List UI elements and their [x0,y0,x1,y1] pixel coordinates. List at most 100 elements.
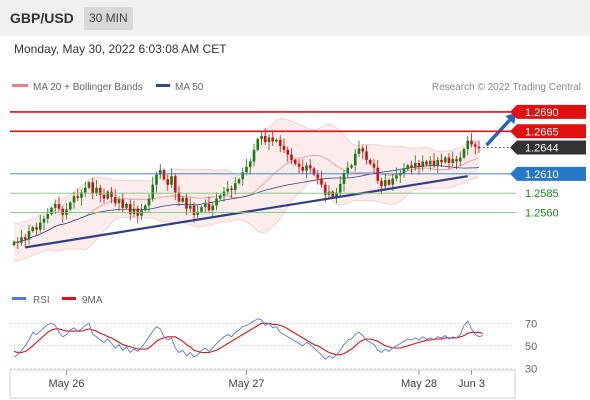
candle [428,156,432,171]
candle [353,149,357,172]
timeframe-badge[interactable]: 30 MIN [84,7,133,30]
candle [410,160,413,174]
candle [121,193,125,213]
candle [80,189,83,206]
header-bar: GBP/USD 30 MIN [0,0,590,36]
candle [421,155,425,172]
projection-arrow [485,118,512,147]
candle [447,152,451,170]
rsi-plot: 70 50 30 [10,318,537,375]
candle [282,138,286,153]
level-label: 1.2585 [525,188,559,200]
rsi-ma9-line [13,322,483,356]
candle [158,163,162,180]
rsi-line [13,318,483,360]
candle [413,155,417,171]
candle [477,140,481,153]
candle [46,207,50,224]
candle [455,156,458,170]
candle [200,205,203,214]
x-tick-label: May 26 [48,378,84,390]
x-tick-label: Jun 3 [458,378,485,390]
candle [473,141,477,155]
candle [23,234,27,248]
candle [346,161,350,178]
price-legend: MA 20 + Bollinger Bands MA 50 Research ©… [12,82,581,93]
candle [72,191,76,209]
candle [432,152,436,169]
candle [128,199,132,221]
price-levels: 1.2690 1.2665 1.2644 1.2610 1.2585 1.2560 [10,104,586,220]
candle [237,177,241,185]
x-axis: May 26 May 27 May 28 Jun 3 [9,369,516,399]
candle [316,169,320,185]
candle [102,188,106,204]
legend-swatch-bb [12,84,28,87]
candle [368,158,372,166]
candle [12,240,16,247]
rsi-tick-label: 50 [525,341,537,353]
candle [16,237,20,249]
candle [293,158,297,166]
candle [35,222,38,236]
candle [406,163,410,171]
candle [170,168,173,188]
candle [38,214,42,233]
candle [252,143,256,167]
candle [297,159,301,174]
candle [57,196,61,212]
candle [31,225,35,233]
credit-label: Research © 2022 Trading Central [432,82,581,93]
candle [312,166,316,177]
ma50-line [13,165,480,243]
candle [230,185,233,198]
candle [151,176,155,202]
candle [181,196,185,204]
legend-swatch-rsi [12,297,26,300]
candle [155,171,158,193]
level-label: 1.2560 [525,208,559,220]
x-axis-frame [9,369,516,399]
candle [290,148,293,165]
candle [83,181,87,198]
candle [215,192,218,211]
candle [245,159,248,176]
rsi-tick-label: 30 [525,363,537,375]
candle [166,174,170,191]
candle [470,132,473,148]
price-plot [12,112,517,262]
candle [188,197,192,212]
candle [132,200,136,218]
candle [260,131,263,146]
candle [443,156,447,164]
candle [143,204,147,212]
candle [113,189,117,207]
candle [42,215,46,231]
candle [87,180,91,190]
candle [380,177,383,194]
candle [110,187,113,204]
rsi-legend: RSI 9MA [12,295,103,306]
candle [91,177,95,200]
candle [458,151,462,167]
legend-bb: MA 20 + Bollinger Bands [33,82,143,93]
candle [425,159,428,167]
candle [451,151,455,167]
currency-pair-title: GBP/USD [10,10,74,26]
candle [147,193,151,212]
candle [61,205,65,223]
support-trendline [25,175,468,249]
x-tick-label: May 27 [228,378,264,390]
candle [207,196,211,214]
candle [125,202,128,210]
candle [177,186,181,207]
level-label: 1.2665 [525,126,559,138]
level-1.2610: 1.2610 [10,166,586,181]
candle [278,135,282,153]
candle [466,135,470,156]
candle [162,168,166,181]
candle [383,173,387,191]
candle [338,176,342,196]
candle [203,199,207,214]
level-label: 1.2644 [525,143,559,155]
